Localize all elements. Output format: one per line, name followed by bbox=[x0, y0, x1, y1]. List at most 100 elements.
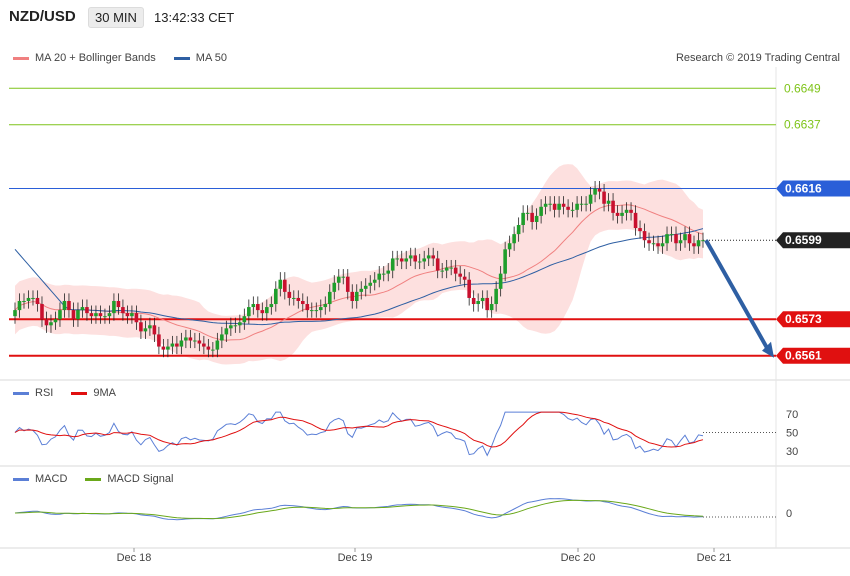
candle-body bbox=[413, 255, 418, 262]
legend-label: MA 50 bbox=[195, 52, 227, 64]
candle-body bbox=[696, 240, 701, 247]
candle-body bbox=[274, 288, 278, 305]
candle-body bbox=[561, 203, 566, 207]
level-label-support: 0.6561 bbox=[785, 349, 822, 363]
candle-body bbox=[166, 346, 170, 350]
candle-body bbox=[381, 273, 386, 275]
candle-body bbox=[157, 334, 161, 347]
candle-body bbox=[386, 270, 391, 274]
timeframe-selector[interactable]: 30 MIN bbox=[88, 7, 144, 28]
candle-body bbox=[260, 310, 265, 314]
candle-body bbox=[570, 209, 575, 211]
candle-body bbox=[629, 209, 633, 213]
candle-body bbox=[638, 228, 642, 232]
candle-body bbox=[701, 240, 705, 242]
level-label-target: 0.6649 bbox=[784, 81, 821, 95]
candle-body bbox=[656, 243, 660, 247]
candle-body bbox=[170, 343, 175, 347]
candle-body bbox=[426, 255, 431, 259]
candle-body bbox=[408, 255, 413, 259]
candle-body bbox=[422, 258, 427, 262]
candle-body bbox=[318, 307, 323, 311]
candle-body bbox=[579, 203, 584, 205]
level-tag-support bbox=[776, 311, 850, 328]
candle-body bbox=[67, 300, 71, 311]
candle-body bbox=[336, 276, 341, 283]
candle-body bbox=[651, 243, 656, 245]
chart-header: NZD/USD 30 MIN 13:42:33 CET bbox=[0, 0, 850, 38]
candle-body bbox=[534, 215, 539, 222]
candle-body bbox=[89, 313, 94, 317]
legend-swatch bbox=[71, 391, 88, 395]
candle-body bbox=[368, 282, 373, 286]
candle-body bbox=[332, 282, 337, 292]
candle-body bbox=[193, 340, 197, 342]
candle-body bbox=[242, 316, 247, 323]
legend-label: MA 20 + Bollinger Bands bbox=[35, 52, 156, 64]
candle-body bbox=[431, 255, 435, 259]
candle-body bbox=[247, 307, 251, 317]
candle-body bbox=[71, 310, 76, 320]
candle-body bbox=[602, 191, 606, 204]
candle-body bbox=[597, 188, 602, 192]
x-axis-label: Dec 19 bbox=[338, 552, 373, 564]
candle-body bbox=[220, 334, 224, 341]
candle-body bbox=[238, 322, 242, 326]
main-legend: MA 20 + Bollinger Bands MA 50 bbox=[13, 52, 245, 64]
candle-body bbox=[539, 206, 543, 216]
level-label-target: 0.6637 bbox=[784, 118, 821, 132]
candle-body bbox=[462, 276, 467, 280]
candle-body bbox=[197, 340, 202, 344]
candle-body bbox=[642, 231, 647, 241]
candle-body bbox=[354, 291, 359, 301]
candle-body bbox=[300, 300, 305, 305]
candle-body bbox=[390, 258, 395, 271]
clock-label: 13:42:33 CET bbox=[154, 10, 235, 25]
legend-label: MACD bbox=[35, 473, 68, 485]
candle-body bbox=[161, 346, 166, 350]
x-axis-label: Dec 21 bbox=[697, 552, 732, 564]
level-tag-resistance bbox=[776, 180, 850, 197]
legend-item-macd-signal: MACD Signal bbox=[85, 473, 173, 485]
candle-body bbox=[103, 316, 107, 318]
candle-body bbox=[125, 313, 130, 317]
candle-body bbox=[363, 285, 368, 289]
rsi-legend: RSI 9MA bbox=[13, 387, 134, 399]
candle-body bbox=[345, 276, 350, 292]
candle-body bbox=[323, 304, 328, 308]
candles-group bbox=[13, 180, 705, 358]
candle-body bbox=[633, 212, 638, 229]
candle-body bbox=[80, 307, 85, 311]
candle-body bbox=[503, 249, 507, 274]
candle-body bbox=[229, 325, 233, 329]
candle-body bbox=[17, 300, 22, 311]
candle-body bbox=[175, 343, 179, 347]
candle-body bbox=[440, 270, 444, 272]
ma20-line bbox=[14, 204, 704, 341]
rsi-line bbox=[14, 411, 704, 457]
candle-body bbox=[58, 310, 62, 320]
candle-body bbox=[525, 212, 530, 214]
legend-label: 9MA bbox=[93, 387, 116, 399]
candle-body bbox=[476, 300, 480, 305]
candle-body bbox=[296, 297, 301, 301]
candle-body bbox=[606, 200, 611, 204]
candle-body bbox=[566, 206, 570, 210]
legend-swatch bbox=[173, 56, 190, 60]
candle-body bbox=[341, 276, 346, 278]
legend-item-rsi: RSI bbox=[13, 387, 53, 399]
candle-body bbox=[588, 194, 593, 204]
candle-body bbox=[224, 328, 229, 335]
legend-swatch bbox=[85, 477, 102, 481]
legend-swatch bbox=[13, 56, 29, 60]
macd-legend: MACD MACD Signal bbox=[13, 473, 191, 485]
rsi-tick-label: 50 bbox=[786, 428, 798, 440]
candle-body bbox=[543, 203, 548, 207]
candle-body bbox=[76, 310, 80, 320]
candle-body bbox=[453, 267, 458, 274]
candle-body bbox=[521, 212, 525, 226]
candle-body bbox=[687, 234, 692, 244]
candle-body bbox=[417, 261, 422, 263]
macd-line bbox=[14, 498, 704, 521]
